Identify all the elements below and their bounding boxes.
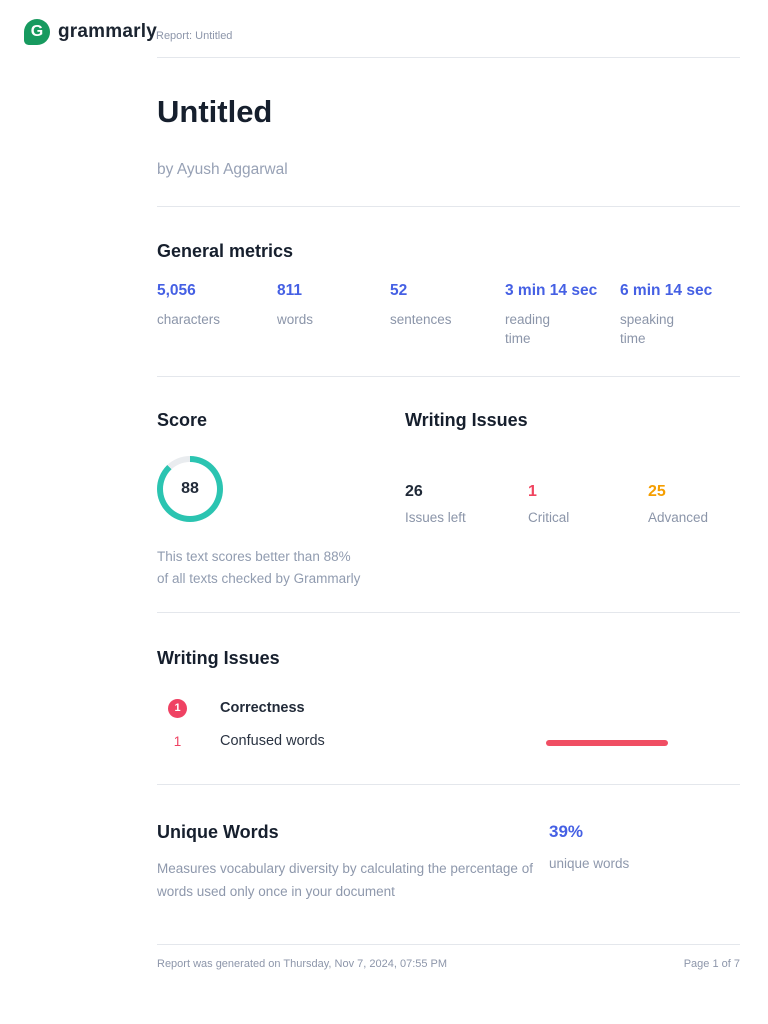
metric-reading-time: 3 min 14 sec reading time: [505, 282, 620, 349]
stat-value: 26: [405, 483, 423, 501]
report-footer: Report was generated on Thursday, Nov 7,…: [157, 958, 740, 970]
unique-words-heading: Unique Words: [157, 821, 279, 842]
stat-value: 1: [528, 483, 537, 501]
score-caption: This text scores better than 88% of all …: [157, 546, 405, 589]
metric-sentences: 52 sentences: [390, 282, 505, 349]
page-number: Page 1 of 7: [683, 957, 740, 970]
issue-item-label: Confused words: [220, 733, 325, 750]
stat-advanced: 25 Advanced: [648, 483, 708, 525]
writing-issues-summary-column: Writing Issues 26 Issues left 1 Critical…: [405, 377, 740, 589]
score-column: Score 88 This text scores better than 88…: [157, 377, 405, 589]
section-divider: [157, 375, 740, 377]
metric-speaking-time: 6 min 14 sec speaking time: [620, 282, 712, 349]
score-donut-ring: 88: [157, 456, 223, 523]
score-caption-line1: This text scores better than 88%: [157, 549, 351, 565]
issue-count-badge: 1: [168, 698, 187, 718]
metric-value: 5,056: [157, 281, 196, 299]
stat-label: Issues left: [405, 510, 466, 526]
brand-name: grammarly: [58, 21, 157, 42]
metric-label: speaking time: [620, 311, 675, 347]
unique-words-section: Unique Words Measures vocabulary diversi…: [157, 785, 740, 904]
unique-words-left: Unique Words Measures vocabulary diversi…: [157, 785, 549, 904]
score-heading: Score: [157, 409, 208, 430]
metric-label: words: [277, 311, 314, 327]
metric-label: sentences: [390, 311, 452, 327]
section-divider: [157, 206, 740, 208]
unique-words-value: 39%: [549, 821, 584, 841]
unique-words-right: 39% unique words: [549, 785, 629, 904]
issue-item-count: 1: [173, 733, 182, 749]
metric-words: 811 words: [277, 282, 390, 349]
report-header: G grammarly Report: Untitled: [0, 0, 768, 57]
score-caption-line2: of all texts checked by Grammarly: [157, 570, 361, 586]
metric-characters: 5,056 characters: [157, 282, 277, 349]
writing-issues-detail-heading: Writing Issues: [157, 648, 280, 669]
issue-category-name: Correctness: [220, 700, 305, 717]
footer-divider: [157, 943, 740, 945]
issue-category-row: 1 Correctness: [157, 698, 740, 718]
section-divider: [157, 612, 740, 614]
stat-label: Advanced: [648, 510, 709, 526]
issue-severity-bar: [546, 739, 668, 746]
report-breadcrumb: Report: Untitled: [156, 30, 233, 42]
stat-value: 25: [648, 483, 666, 501]
unique-words-description: Measures vocabulary diversity by calcula…: [157, 861, 533, 900]
score-and-issues-section: Score 88 This text scores better than 88…: [157, 377, 740, 589]
metric-value: 6 min 14 sec: [620, 281, 713, 299]
report-page-content: Untitled by Ayush Aggarwal General metri…: [157, 57, 740, 970]
score-value: 88: [181, 480, 199, 498]
grammarly-logo-icon: G: [24, 19, 50, 45]
generated-timestamp: Report was generated on Thursday, Nov 7,…: [157, 957, 448, 970]
metric-value: 3 min 14 sec: [505, 281, 598, 299]
grammarly-brand: G grammarly: [24, 19, 157, 45]
issue-item-row: 1 Confused words: [157, 732, 740, 751]
metric-value: 52: [390, 281, 408, 299]
unique-words-label: unique words: [549, 855, 630, 871]
metric-label: reading time: [505, 311, 551, 347]
author-byline: by Ayush Aggarwal: [157, 161, 288, 179]
section-divider: [157, 783, 740, 785]
stat-issues-left: 26 Issues left: [405, 483, 528, 525]
general-metrics-row: 5,056 characters 811 words 52 sentences …: [157, 282, 740, 349]
stat-critical: 1 Critical: [528, 483, 648, 525]
writing-issues-stats-row: 26 Issues left 1 Critical 25 Advanced: [405, 483, 740, 525]
metric-value: 811: [277, 281, 303, 299]
general-metrics-heading: General metrics: [157, 241, 294, 262]
page-title: Untitled: [157, 94, 273, 129]
header-divider: [157, 57, 740, 58]
writing-issues-summary-heading: Writing Issues: [405, 409, 528, 430]
metric-label: characters: [157, 311, 221, 327]
stat-label: Critical: [528, 510, 570, 526]
